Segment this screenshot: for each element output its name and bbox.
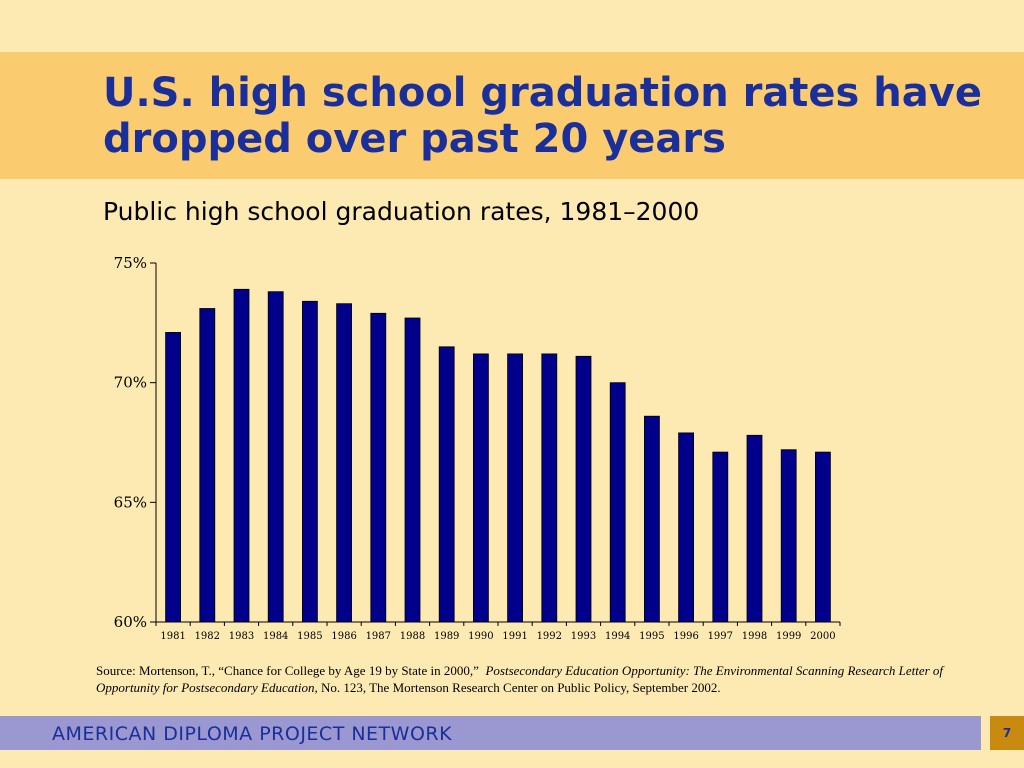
footer-organization: AMERICAN DIPLOMA PROJECT NETWORK <box>52 723 453 745</box>
bar-1981 <box>165 332 182 623</box>
source-prefix: Source: Mortenson, T., “Chance for Colle… <box>96 663 479 678</box>
x-tick-label-1989: 1989 <box>434 631 459 642</box>
bar-1983 <box>233 288 250 623</box>
x-tick-label-1983: 1983 <box>229 631 254 642</box>
x-tick-label-1985: 1985 <box>297 631 322 642</box>
chart-subtitle: Public high school graduation rates, 198… <box>103 197 700 226</box>
page-number: 7 <box>1002 726 1012 740</box>
x-tick-label-1999: 1999 <box>776 631 801 642</box>
source-suffix: No. 123, The Mortenson Research Center o… <box>320 680 721 695</box>
bar-1984 <box>267 291 284 623</box>
x-tick-label-1987: 1987 <box>366 631 391 642</box>
footer-bar <box>0 716 981 750</box>
page-number-badge: 7 <box>990 716 1024 750</box>
slide-title: U.S. high school graduation rates have d… <box>103 70 982 162</box>
x-tick-label-1982: 1982 <box>195 631 220 642</box>
bar-1985 <box>301 300 318 623</box>
bar-1989 <box>438 346 455 623</box>
x-tick-label-1993: 1993 <box>571 631 596 642</box>
x-tick-label-1997: 1997 <box>708 631 733 642</box>
x-tick-label-1981: 1981 <box>160 631 185 642</box>
x-tick-label-2000: 2000 <box>810 631 835 642</box>
bar-1996 <box>678 432 694 623</box>
bar-1991 <box>507 353 524 623</box>
bar-1997 <box>712 451 729 623</box>
title-band <box>0 52 1024 179</box>
bar-1994 <box>609 382 626 623</box>
bar-1986 <box>336 303 353 623</box>
bar-1993 <box>575 355 592 623</box>
bar-2000 <box>815 451 831 623</box>
bar-1998 <box>746 434 763 623</box>
bar-1992 <box>541 353 558 623</box>
x-tick-label-1994: 1994 <box>605 631 630 642</box>
bar-1999 <box>780 449 797 623</box>
x-tick-label-1992: 1992 <box>537 631 562 642</box>
x-tick-label-1988: 1988 <box>400 631 425 642</box>
x-tick-label-1996: 1996 <box>673 631 698 642</box>
bar-1995 <box>644 415 660 623</box>
source-italic: Postsecondary Education Opportunity: The… <box>96 663 944 695</box>
y-tick-label-70: 70% <box>114 374 147 392</box>
bar-1982 <box>199 308 216 623</box>
bar-chart: 1981 1982 1983 1984 1985 1986 1987 1988 1989 1990… <box>114 254 841 642</box>
x-tick-label-1990: 1990 <box>468 631 493 642</box>
y-tick-label-60: 60% <box>114 613 147 631</box>
source-citation: Source: Mortenson, T., “Chance for Colle… <box>96 662 956 696</box>
x-tick-label-1986: 1986 <box>331 631 356 642</box>
bar-1990 <box>472 353 489 623</box>
bar-1987 <box>370 312 387 623</box>
x-tick-label-1991: 1991 <box>502 631 527 642</box>
x-tick-label-1998: 1998 <box>742 631 767 642</box>
bar-1988 <box>404 317 421 623</box>
y-tick-label-65: 65% <box>114 493 147 511</box>
x-tick-label-1984: 1984 <box>263 631 288 642</box>
x-tick-label-1995: 1995 <box>639 631 664 642</box>
y-tick-label-75: 75% <box>114 254 147 272</box>
